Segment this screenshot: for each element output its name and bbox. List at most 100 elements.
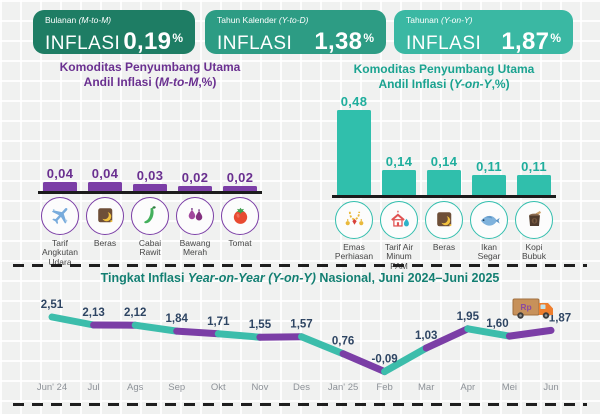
inflasi-label: INFLASI: [45, 32, 121, 54]
bar-value-label: 0,02: [226, 170, 254, 185]
data-point-value: 1,57: [290, 319, 312, 331]
mtm-commodities-chart: Komoditas Penyumbang Utama Andil Inflasi…: [34, 60, 266, 268]
line-chart-title: Tingkat Inflasi Year-on-Year (Y-on-Y) Na…: [100, 271, 500, 285]
delivery-truck-icon: Rp: [512, 298, 553, 319]
rice-sack-icon: [86, 196, 124, 235]
inflation-card-calendar-year: Tahun Kalender (Y-to-D) INFLASI 1,38 %: [205, 10, 386, 55]
percent-sign: %: [363, 30, 374, 45]
bar-column: 0,48: [337, 94, 371, 195]
line-segment: [214, 330, 264, 341]
airplane-icon: [41, 196, 79, 235]
bar-column: 0,14: [427, 154, 461, 195]
data-point-value: 0,76: [332, 336, 354, 348]
commodity-item: Ikan Segar: [469, 200, 509, 272]
x-axis-label: Jun' 24: [37, 382, 67, 393]
bar-value-label: 0,14: [430, 154, 458, 169]
bar-value-label: 0,04: [91, 166, 119, 181]
yoy-line-chart: 2,51 Jun' 24 2,13 Jul 2,12 Ags 1,84 Sep 1,71 Okt 1…: [37, 298, 571, 393]
water-tariff-icon: [380, 200, 418, 239]
bar: [427, 170, 461, 195]
commodity-item: Kopi Bubuk: [514, 200, 554, 272]
chili-icon: [131, 196, 169, 235]
commodity-label: Beras: [93, 237, 117, 248]
commodity-item: Beras: [85, 196, 125, 268]
data-point-value: 1,71: [207, 316, 230, 328]
line-segment: [256, 333, 305, 341]
chart-title: Komoditas Penyumbang Utama Andil Inflasi…: [59, 60, 241, 89]
data-point-value: 1,03: [415, 330, 437, 342]
axis-line: [332, 195, 556, 198]
percent-sign: %: [550, 30, 561, 45]
commodity-items-row: Tarif Angkutan Udara Beras Cabai Rawit Bawa…: [34, 196, 266, 268]
dashed-divider-bottom: [13, 403, 587, 406]
commodity-label: Emas Perhiasan: [334, 241, 374, 262]
line-segment: [48, 313, 98, 329]
commodity-items-row: Emas Perhiasan Tarif Air Minum PAM Beras Ik…: [328, 200, 560, 272]
inflation-value: 1,38: [314, 27, 363, 55]
data-point-value: 2,51: [41, 299, 64, 311]
bar: [43, 182, 77, 191]
bar-value-label: 0,11: [521, 159, 547, 174]
x-axis-label: Sep: [168, 382, 185, 393]
inflasi-label: INFLASI: [217, 32, 293, 54]
bar: [223, 186, 257, 191]
commodity-label: Cabai Rawit: [138, 237, 162, 258]
x-axis-label: Nov: [251, 382, 268, 393]
bar-column: 0,03: [133, 168, 167, 191]
bar: [337, 110, 371, 195]
bar-column: 0,11: [472, 159, 506, 195]
bar-value-label: 0,02: [181, 170, 209, 185]
x-axis-label: Apr: [460, 382, 475, 393]
bar-column: 0,02: [223, 170, 257, 191]
data-point-value: 1,95: [457, 311, 480, 323]
bar-value-label: 0,14: [385, 154, 413, 169]
line-segment: [422, 325, 472, 352]
bar-column: 0,04: [43, 166, 77, 191]
commodity-label: Tarif Angkutan Udara: [42, 237, 78, 268]
dashed-divider-top: [13, 264, 587, 267]
commodity-label: Ikan Segar: [477, 241, 501, 262]
bar-column: 0,14: [382, 154, 416, 195]
commodity-item: Emas Perhiasan: [334, 200, 374, 272]
line-segment: [131, 321, 181, 335]
bar-value-label: 0,11: [476, 159, 502, 174]
commodity-label: Tomat: [228, 237, 252, 248]
tomato-icon: [221, 196, 259, 235]
line-segment: [464, 325, 513, 340]
card-period-label: Tahunan (Y-on-Y): [406, 15, 473, 25]
commodity-label: Tarif Air Minum PAM: [384, 241, 414, 271]
data-point-value: 1,60: [486, 318, 508, 330]
line-segment: [505, 326, 555, 340]
bar-column: 0,04: [88, 166, 122, 191]
commodity-item: Beras: [424, 200, 464, 272]
bar: [88, 182, 122, 191]
bar: [382, 170, 416, 195]
bars-row: 0,04 0,04 0,03 0,02 0,02: [34, 165, 266, 191]
inflation-card-yearly: Tahunan (Y-on-Y) INFLASI 1,87 %: [394, 10, 573, 55]
gold-jewelry-icon: [335, 200, 373, 239]
data-point-value: 1,84: [166, 313, 189, 325]
data-point-value: 1,55: [249, 319, 272, 331]
commodity-item: Tomat: [220, 196, 260, 268]
commodity-item: Tarif Angkutan Udara: [40, 196, 80, 268]
inflation-value: 1,87: [501, 27, 550, 55]
rice-sack-icon: [425, 200, 463, 239]
x-axis-label: Ags: [127, 382, 144, 393]
line-segment: [381, 344, 430, 376]
x-axis-label: Mei: [502, 382, 517, 393]
shallot-icon: [176, 196, 214, 235]
bars-row: 0,48 0,14 0,14 0,11 0,11: [328, 93, 560, 195]
commodity-label: Kopi Bubuk: [521, 241, 547, 262]
x-axis-label: Okt: [211, 382, 226, 393]
line-segment: [173, 327, 222, 338]
x-axis-label: Jul: [88, 382, 100, 393]
bar-value-label: 0,48: [340, 94, 368, 109]
inflation-card-monthly: Bulanan (M-to-M) INFLASI 0,19 %: [33, 10, 195, 55]
bar: [178, 186, 212, 191]
data-point-value: 1,87: [549, 312, 571, 324]
axis-line: [38, 191, 262, 194]
bar-column: 0,11: [517, 159, 551, 195]
commodity-item: Tarif Air Minum PAM: [379, 200, 419, 272]
commodity-label: Beras: [432, 241, 456, 252]
